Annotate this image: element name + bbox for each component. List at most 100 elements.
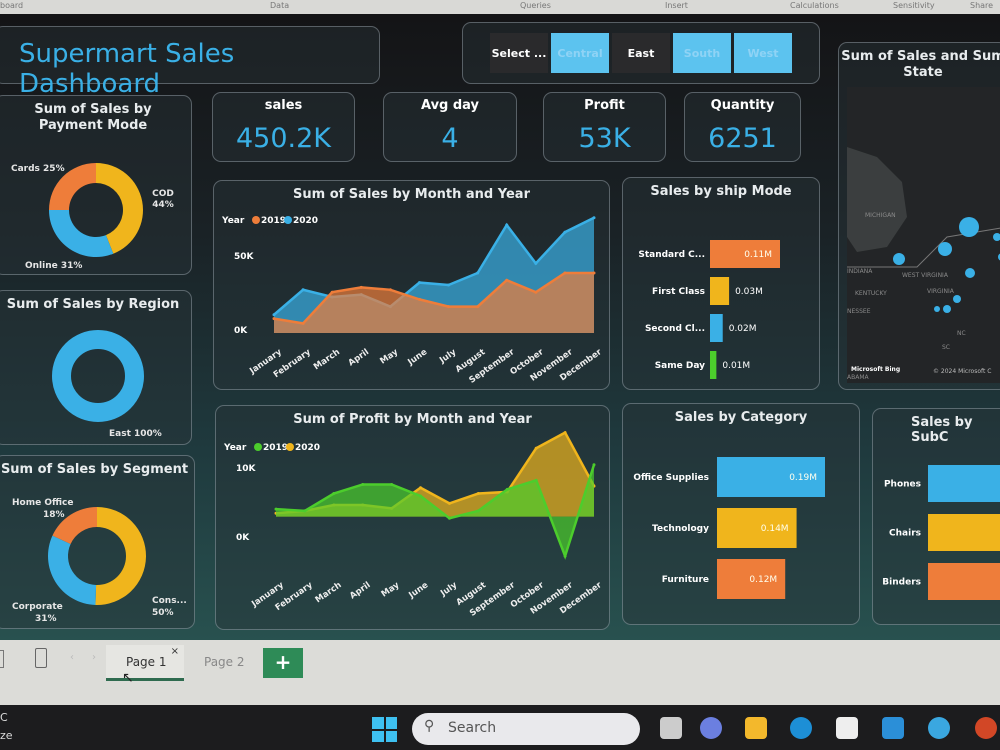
map-visual[interactable]: MICHIGAN INDIANA KENTUCKY WEST VIRGINIA VIRG… xyxy=(847,87,1000,383)
app-icon[interactable] xyxy=(882,717,904,739)
map-bubble[interactable] xyxy=(959,217,979,237)
bar[interactable] xyxy=(928,465,1000,502)
tab-page-1[interactable]: Page 1 × xyxy=(106,645,184,681)
data-point[interactable] xyxy=(476,492,480,496)
data-point[interactable] xyxy=(361,482,365,486)
slicer-item-south[interactable]: South xyxy=(673,33,731,73)
data-point[interactable] xyxy=(417,281,421,285)
donut-slice[interactable] xyxy=(95,507,147,605)
bar[interactable] xyxy=(710,314,723,342)
line-series-2019[interactable] xyxy=(273,271,594,325)
data-point[interactable] xyxy=(505,278,509,282)
data-point[interactable] xyxy=(534,478,538,482)
data-point[interactable] xyxy=(417,297,421,301)
close-tab-icon[interactable]: × xyxy=(170,646,179,657)
data-point[interactable] xyxy=(274,507,278,511)
data-point[interactable] xyxy=(476,305,480,309)
bar[interactable] xyxy=(710,277,730,305)
line-series-2019[interactable] xyxy=(275,464,596,560)
data-point[interactable] xyxy=(505,487,509,491)
ribbon-tab[interactable]: Data xyxy=(270,1,290,10)
bar[interactable] xyxy=(928,514,1000,551)
task-view-icon[interactable] xyxy=(660,717,682,739)
region-donut[interactable]: East 100% xyxy=(0,291,193,446)
slicer-item-select[interactable]: Select ... xyxy=(490,33,548,73)
app-icon[interactable] xyxy=(928,717,950,739)
data-point[interactable] xyxy=(534,290,538,294)
data-point[interactable] xyxy=(303,509,307,513)
bar[interactable] xyxy=(928,563,1000,600)
data-point[interactable] xyxy=(563,271,567,275)
slicer-item-east[interactable]: East xyxy=(612,33,670,73)
data-point[interactable] xyxy=(476,271,480,275)
map-bubble[interactable] xyxy=(965,268,975,278)
data-point[interactable] xyxy=(447,283,451,287)
taskbar-search[interactable]: ⚲ Search xyxy=(412,713,640,745)
map-bubble[interactable] xyxy=(934,306,940,312)
data-point[interactable] xyxy=(419,494,423,498)
page-view-icon[interactable] xyxy=(0,650,4,668)
data-point[interactable] xyxy=(505,223,509,227)
donut-slice[interactable] xyxy=(96,163,143,254)
bar[interactable] xyxy=(717,559,786,599)
data-point[interactable] xyxy=(419,486,423,490)
tab-page-2[interactable]: Page 2 xyxy=(204,655,245,669)
data-point[interactable] xyxy=(359,285,363,289)
ribbon-tab[interactable]: Insert xyxy=(665,1,688,10)
powerpoint-icon[interactable] xyxy=(975,717,997,739)
data-point[interactable] xyxy=(592,271,596,275)
data-point[interactable] xyxy=(592,463,596,467)
ribbon-tab[interactable]: board xyxy=(0,1,24,10)
edge-icon[interactable] xyxy=(790,717,812,739)
bar[interactable] xyxy=(710,351,717,379)
data-point[interactable] xyxy=(563,554,567,558)
bar[interactable] xyxy=(717,508,797,548)
data-point[interactable] xyxy=(534,261,538,265)
data-point[interactable] xyxy=(592,216,596,220)
segment-donut[interactable]: Cons... 50% Corporate 31% Home Office 18% xyxy=(0,456,196,630)
ribbon-tab[interactable]: Calculations xyxy=(790,1,839,10)
data-point[interactable] xyxy=(388,288,392,292)
data-point[interactable] xyxy=(332,492,336,496)
store-icon[interactable] xyxy=(836,717,858,739)
donut-slice[interactable] xyxy=(49,210,114,257)
ribbon-tab[interactable]: Share xyxy=(970,1,994,10)
windows-start-icon[interactable] xyxy=(372,717,397,742)
add-page-button[interactable]: + xyxy=(263,648,303,678)
donut-slice[interactable] xyxy=(52,330,144,422)
map-bubble[interactable] xyxy=(993,233,1000,241)
donut-slice[interactable] xyxy=(49,163,96,210)
data-point[interactable] xyxy=(534,446,538,450)
ribbon-tab[interactable]: Queries xyxy=(520,1,551,10)
bar[interactable] xyxy=(710,240,780,268)
data-point[interactable] xyxy=(447,501,451,505)
slicer-item-central[interactable]: Central xyxy=(551,33,609,73)
data-point[interactable] xyxy=(301,321,305,325)
donut-slice[interactable] xyxy=(47,535,97,605)
data-point[interactable] xyxy=(272,313,276,317)
data-point[interactable] xyxy=(330,290,334,294)
bar[interactable] xyxy=(717,457,825,497)
donut-slice[interactable] xyxy=(52,507,97,544)
map-bubble[interactable] xyxy=(893,253,905,265)
prev-page-icon[interactable]: ‹ xyxy=(70,652,74,663)
ship-mode-bar-chart[interactable]: Standard C... 0.11M First Class 0.03M Second… xyxy=(623,178,821,391)
data-point[interactable] xyxy=(563,230,567,234)
data-point[interactable] xyxy=(447,305,451,309)
ribbon-tab[interactable]: Sensitivity xyxy=(893,1,935,10)
data-point[interactable] xyxy=(476,509,480,513)
mobile-layout-icon[interactable] xyxy=(35,648,47,668)
data-point[interactable] xyxy=(447,516,451,520)
next-page-icon[interactable]: › xyxy=(92,652,96,663)
category-bar-chart[interactable]: Office Supplies 0.19M Technology 0.14M Furni… xyxy=(623,404,861,626)
data-point[interactable] xyxy=(390,482,394,486)
map-bubble[interactable] xyxy=(938,242,952,256)
data-point[interactable] xyxy=(301,288,305,292)
map-bubble[interactable] xyxy=(953,295,961,303)
data-point[interactable] xyxy=(563,431,567,435)
file-explorer-icon[interactable] xyxy=(745,717,767,739)
data-point[interactable] xyxy=(272,317,276,321)
